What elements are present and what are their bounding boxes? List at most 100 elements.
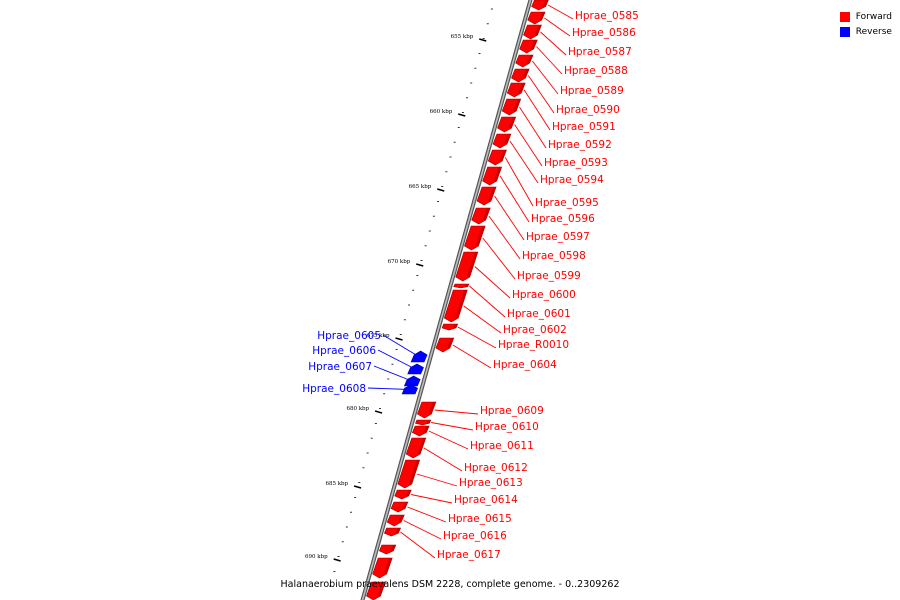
label-leader (540, 31, 567, 56)
gene-label: Hprae_0611 (470, 440, 534, 452)
gene-feature (441, 323, 459, 331)
gene-feature (443, 289, 468, 323)
gene-feature (372, 557, 393, 579)
gene-feature (435, 337, 455, 353)
gene-label: Hprae_0587 (568, 46, 632, 58)
gene-feature (415, 419, 432, 426)
label-leader (452, 344, 492, 369)
gene-feature (492, 133, 512, 149)
gene-label: Hprae_0598 (522, 250, 586, 262)
gene-feature (487, 149, 507, 166)
tick-label: 675 kbp (367, 333, 390, 339)
gene-feature (394, 489, 412, 500)
label-leader (428, 430, 469, 450)
label-leader (423, 447, 463, 472)
reverse-swatch (839, 26, 850, 37)
minor-ticks (329, 8, 493, 587)
gene-label: Hprae_0597 (526, 231, 590, 243)
gene-feature (482, 166, 503, 186)
legend-reverse-label: Reverse (855, 26, 892, 37)
gene-label: Hprae_0599 (517, 270, 581, 282)
gene-label: Hprae_0586 (572, 27, 636, 39)
gene-label: Hprae_0589 (560, 85, 624, 97)
label-leader (527, 75, 555, 114)
gene-feature (455, 251, 479, 282)
label-leader (536, 46, 563, 75)
label-leader (407, 506, 447, 523)
gene-feature (497, 116, 517, 133)
major-tick (416, 263, 424, 267)
gene-label: Hprae_0596 (531, 213, 595, 225)
gene-feature (506, 82, 526, 98)
gene-feature (453, 283, 470, 289)
label-leader (410, 494, 453, 504)
gene-feature (383, 527, 402, 537)
gene-label: Hprae_0592 (548, 139, 612, 151)
label-leader (367, 387, 410, 390)
label-leader (514, 124, 543, 167)
genome-backbone (360, 0, 533, 600)
gene-feature (401, 384, 419, 395)
gene-feature (417, 401, 437, 419)
major-ticks: 655 kbp 660 kbp 665 kbp 670 kbp 675 kbp 680 k… (305, 34, 487, 562)
gene-label: Hprae_0594 (540, 174, 604, 186)
major-tick (437, 188, 445, 192)
gene-label: Hprae_0615 (448, 513, 512, 525)
gene-feature (378, 544, 397, 555)
label-leader (519, 106, 547, 149)
gene-feature (411, 425, 430, 437)
gene-feature (501, 98, 522, 116)
gene-label: Hprae_R0010 (498, 339, 569, 351)
gene-label: Hprae_0612 (464, 462, 528, 474)
gene-label: Hprae_0605 (317, 330, 381, 342)
gene-label: Hprae_0593 (544, 157, 608, 169)
major-tick (374, 410, 383, 414)
gene-feature (511, 68, 530, 83)
genome-caption: Halanaerobium praevalens DSM 2228, compl… (280, 579, 620, 590)
label-leaders (367, 4, 574, 559)
gene-feature (471, 207, 491, 225)
gene-feature (531, 0, 549, 11)
legend-forward-label: Forward (855, 11, 892, 22)
label-leader (494, 195, 525, 241)
label-leader (504, 157, 534, 207)
label-leader (547, 4, 574, 20)
label-leader (532, 60, 559, 95)
gene-label: Hprae_0610 (475, 421, 539, 433)
label-leader (457, 326, 497, 349)
forward-swatch (839, 11, 850, 22)
label-leader (403, 520, 442, 540)
label-leader (382, 334, 419, 357)
gene-feature (410, 350, 428, 363)
gene-feature (515, 54, 534, 68)
gene-feature (403, 375, 421, 387)
gene-label: Hprae_0600 (512, 289, 576, 301)
gene-features (366, 0, 549, 600)
label-leader (434, 409, 479, 415)
gene-label: Hprae_0588 (564, 65, 628, 77)
tick-label: 690 kbp (305, 554, 328, 560)
label-leader (482, 237, 516, 280)
label-leader (463, 305, 502, 334)
legend: Forward Reverse (839, 9, 892, 39)
tick-label: 665 kbp (409, 184, 432, 190)
gene-label: Hprae_0607 (308, 361, 372, 373)
tick-label: 655 kbp (451, 34, 474, 40)
label-leader (474, 266, 511, 299)
gene-feature (405, 437, 427, 459)
major-tick (479, 38, 487, 42)
gene-labels: Hprae_0585 Hprae_0586 Hprae_0587 Hprae_0588… (302, 10, 639, 561)
gene-label: Hprae_0613 (459, 477, 523, 489)
gene-label: Hprae_0602 (503, 324, 567, 336)
gene-label: Hprae_0616 (443, 530, 507, 542)
major-tick (353, 485, 362, 489)
gene-label: Hprae_0608 (302, 383, 366, 395)
gene-feature (390, 501, 409, 513)
gene-feature (366, 581, 386, 600)
major-tick (458, 113, 466, 117)
label-leader (469, 285, 506, 318)
label-leader (431, 422, 474, 431)
label-leader (373, 365, 412, 382)
gene-feature (407, 363, 424, 375)
